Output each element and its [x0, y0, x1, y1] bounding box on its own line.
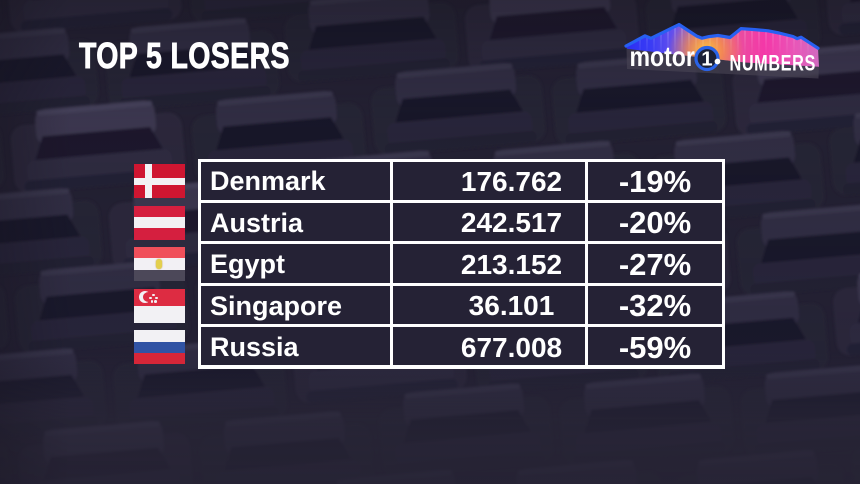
svg-text:motor: motor — [630, 42, 696, 72]
svg-text:NUMBERS: NUMBERS — [730, 51, 816, 76]
svg-text:1: 1 — [701, 47, 712, 70]
